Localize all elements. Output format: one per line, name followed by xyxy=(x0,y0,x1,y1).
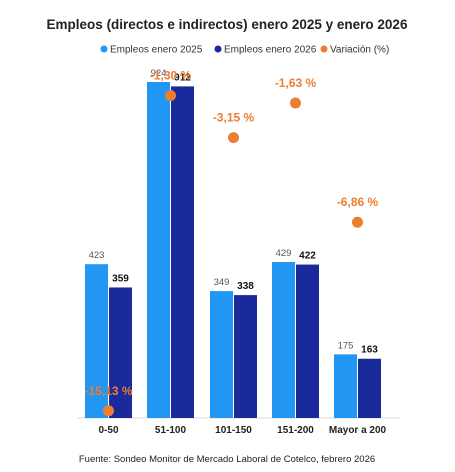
legend-item-variacion: Variación (%) xyxy=(320,45,389,56)
data-label-2025-51-100: 924 xyxy=(151,68,167,79)
legend-label-variacion: Variación (%) xyxy=(330,45,389,56)
source-note: Fuente: Sondeo Monitor de Mercado Labora… xyxy=(79,454,375,465)
legend-swatch-2026 xyxy=(214,45,222,53)
plot-area: 423 359 0-50 -15,13 % 924 912 51-100 -1,30 % 349… xyxy=(78,68,400,436)
bar-2026-151-200 xyxy=(296,264,319,418)
data-label-2026-mayor-a-200: 163 xyxy=(361,345,378,356)
x-tick-label-51-100: 51-100 xyxy=(155,425,187,436)
bar-2025-mayor-a-200 xyxy=(334,354,357,418)
variacion-label-101-150: -3,15 % xyxy=(213,111,255,125)
bar-2025-0-50 xyxy=(85,264,108,418)
data-label-2026-51-100: 912 xyxy=(174,72,191,83)
bar-2025-101-150 xyxy=(210,291,233,418)
data-label-2025-151-200: 429 xyxy=(276,248,292,259)
variacion-label-151-200: -1,63 % xyxy=(275,76,317,90)
legend-label-2025: Empleos enero 2025 xyxy=(110,45,203,56)
x-tick-label-0-50: 0-50 xyxy=(98,425,118,436)
variacion-point-mayor-a-200 xyxy=(352,216,363,228)
bar-2026-51-100 xyxy=(171,86,194,419)
legend: Empleos enero 2025 Empleos enero 2026 Va… xyxy=(100,45,389,56)
data-label-2025-0-50: 423 xyxy=(89,250,105,261)
bar-2026-mayor-a-200 xyxy=(358,358,381,418)
legend-item-2026: Empleos enero 2026 xyxy=(214,45,317,56)
variacion-label-0-50: -15,13 % xyxy=(84,384,132,398)
bar-2026-0-50 xyxy=(109,287,132,418)
variacion-point-0-50 xyxy=(103,405,114,417)
bar-2026-101-150 xyxy=(234,295,257,418)
bar-2025-151-200 xyxy=(272,262,295,418)
chart-title: Empleos (directos e indirectos) enero 20… xyxy=(47,17,408,32)
x-tick-label-151-200: 151-200 xyxy=(277,425,314,436)
x-tick-label-mayor-a-200: Mayor a 200 xyxy=(329,425,387,436)
legend-swatch-2025 xyxy=(100,45,108,53)
bar-2025-51-100 xyxy=(147,82,170,418)
data-label-2026-101-150: 338 xyxy=(237,281,254,292)
variacion-point-101-150 xyxy=(228,132,239,144)
x-tick-label-101-150: 101-150 xyxy=(215,425,252,436)
data-label-2026-151-200: 422 xyxy=(299,251,316,262)
legend-swatch-variacion xyxy=(320,45,328,53)
data-label-2025-mayor-a-200: 175 xyxy=(338,340,354,351)
variacion-label-51-100: -1,30 % xyxy=(150,68,192,82)
variacion-label-mayor-a-200: -6,86 % xyxy=(337,195,379,209)
data-label-2026-0-50: 359 xyxy=(112,273,129,284)
legend-label-2026: Empleos enero 2026 xyxy=(224,45,317,56)
variacion-point-51-100 xyxy=(165,89,176,101)
legend-item-2025: Empleos enero 2025 xyxy=(100,45,203,56)
variacion-point-151-200 xyxy=(290,97,301,109)
data-label-2025-101-150: 349 xyxy=(214,277,230,288)
